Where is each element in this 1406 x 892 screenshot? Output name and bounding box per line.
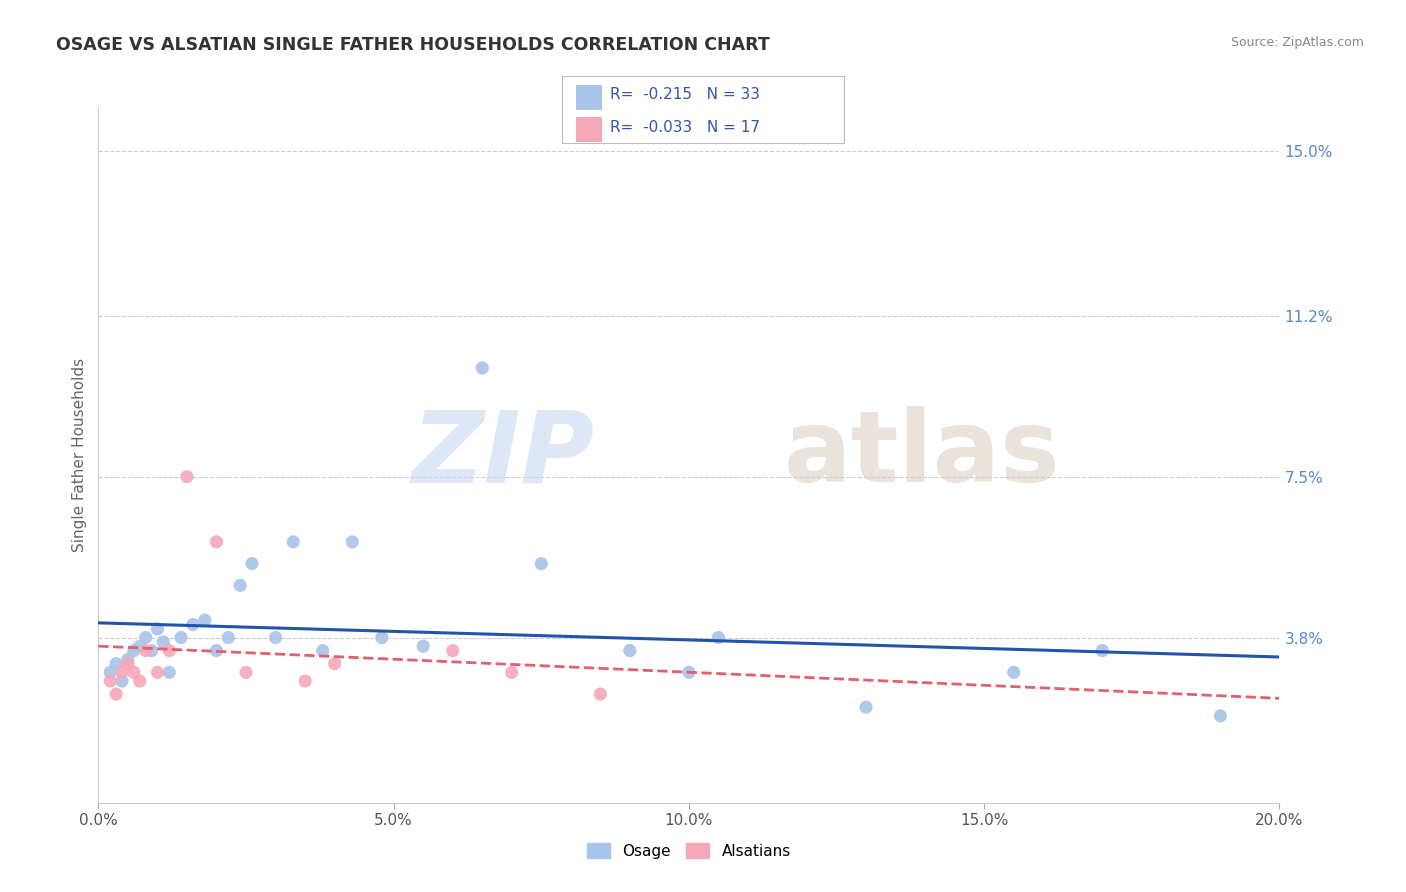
Point	[128, 639, 150, 653]
Point	[181, 617, 204, 632]
Point	[1002, 665, 1025, 680]
Point	[229, 578, 252, 592]
Point	[117, 657, 139, 671]
Point	[678, 665, 700, 680]
Point	[441, 643, 464, 657]
Point	[117, 652, 139, 666]
Text: atlas: atlas	[783, 407, 1060, 503]
Point	[146, 665, 169, 680]
Point	[105, 687, 128, 701]
Point	[471, 360, 494, 375]
Point	[170, 631, 193, 645]
Point	[589, 687, 612, 701]
Text: R=  -0.215   N = 33: R= -0.215 N = 33	[610, 87, 761, 103]
Point	[194, 613, 217, 627]
Point	[235, 665, 257, 680]
Point	[1091, 643, 1114, 657]
Point	[501, 665, 523, 680]
Point	[176, 469, 198, 483]
Point	[122, 665, 145, 680]
Point	[146, 622, 169, 636]
Point	[111, 665, 134, 680]
Text: R=  -0.033   N = 17: R= -0.033 N = 17	[610, 120, 761, 135]
Point	[98, 665, 121, 680]
Point	[264, 631, 287, 645]
Point	[111, 674, 134, 689]
Point	[283, 535, 305, 549]
Point	[342, 535, 364, 549]
Point	[157, 643, 180, 657]
Point	[855, 700, 877, 714]
Point	[1209, 708, 1232, 723]
Text: OSAGE VS ALSATIAN SINGLE FATHER HOUSEHOLDS CORRELATION CHART: OSAGE VS ALSATIAN SINGLE FATHER HOUSEHOL…	[56, 36, 770, 54]
Point	[157, 665, 180, 680]
Point	[205, 535, 228, 549]
Point	[141, 643, 163, 657]
Text: ZIP: ZIP	[412, 407, 595, 503]
Point	[152, 635, 174, 649]
Legend: Osage, Alsatians: Osage, Alsatians	[581, 837, 797, 864]
Point	[294, 674, 316, 689]
Point	[619, 643, 641, 657]
Point	[122, 643, 145, 657]
Point	[323, 657, 346, 671]
Point	[217, 631, 239, 645]
Point	[135, 631, 157, 645]
Point	[98, 674, 121, 689]
Point	[530, 557, 553, 571]
Y-axis label: Single Father Households: Single Father Households	[72, 358, 87, 552]
Point	[240, 557, 263, 571]
Point	[707, 631, 730, 645]
Point	[105, 657, 128, 671]
Point	[371, 631, 394, 645]
Point	[312, 643, 335, 657]
Point	[412, 639, 434, 653]
Text: Source: ZipAtlas.com: Source: ZipAtlas.com	[1230, 36, 1364, 49]
Point	[135, 643, 157, 657]
Point	[205, 643, 228, 657]
Point	[128, 674, 150, 689]
